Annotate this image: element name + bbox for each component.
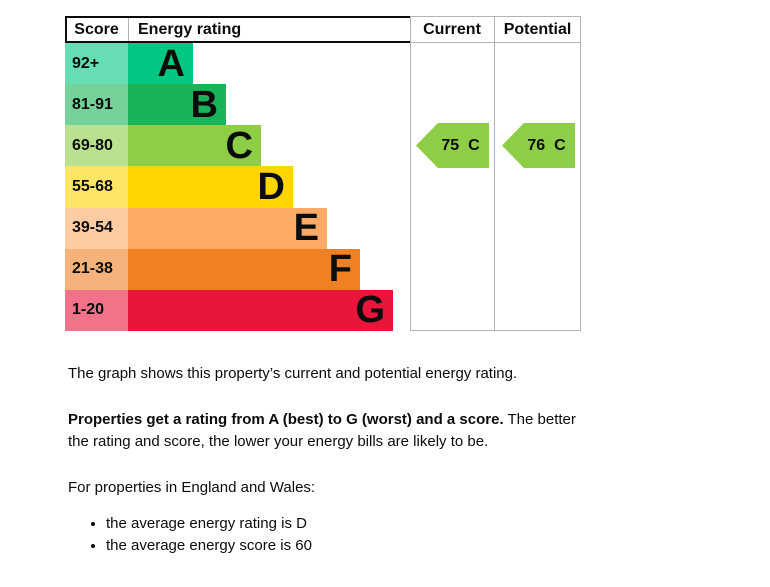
- band-score-range-d: 55-68: [65, 166, 128, 208]
- band-letter-e: E: [293, 207, 319, 250]
- description-text: The graph shows this property’s current …: [68, 363, 588, 557]
- score-column-divider: [128, 18, 129, 41]
- band-row-c: 69-80 C: [65, 124, 410, 167]
- band-bar-b: B: [128, 83, 226, 126]
- band-row-b: 81-91 B: [65, 83, 410, 126]
- average-rating-item: the average energy rating is D: [106, 513, 588, 535]
- column-header-score: Score: [74, 20, 119, 38]
- band-score-range-e: 39-54: [65, 207, 128, 249]
- band-row-e: 39-54 E: [65, 207, 410, 250]
- band-score-range-a: 92+: [65, 43, 128, 85]
- column-header-underline: [410, 42, 581, 43]
- rating-explainer-paragraph: Properties get a rating from A (best) to…: [68, 409, 588, 453]
- potential-score-value: 76: [527, 136, 546, 154]
- rating-explainer-rest: The better the rating and score, the low…: [68, 411, 576, 450]
- band-letter-c: C: [225, 124, 253, 167]
- rating-explainer-lead: Properties get a rating from A (best) to…: [68, 411, 504, 428]
- band-score-range-g: 1-20: [65, 289, 128, 331]
- column-header-potential: Potential: [503, 20, 572, 38]
- band-bar-g: G: [128, 289, 393, 332]
- column-header-current: Current: [423, 20, 481, 38]
- band-score-range-f: 21-38: [65, 248, 128, 290]
- current-rating-letter: C: [468, 136, 480, 154]
- potential-column-frame: [494, 16, 581, 331]
- band-letter-g: G: [355, 289, 385, 332]
- band-row-f: 21-38 F: [65, 248, 410, 291]
- band-letter-d: D: [257, 165, 285, 208]
- band-bar-d: D: [128, 165, 293, 208]
- potential-rating-letter: C: [554, 136, 566, 154]
- band-bar-e: E: [128, 207, 327, 250]
- band-bar-c: C: [128, 124, 261, 167]
- rating-header-frame: [65, 16, 410, 43]
- rating-bands: 92+ A 81-91 B 69-80 C 55-68 D 39-54 E 21-38 F 1-20 G: [65, 43, 410, 331]
- band-score-range-c: 69-80: [65, 125, 128, 167]
- band-row-d: 55-68 D: [65, 165, 410, 208]
- averages-list: the average energy rating is D the avera…: [68, 513, 588, 557]
- graph-summary-paragraph: The graph shows this property’s current …: [68, 365, 518, 382]
- epc-rating-chart: Score Energy rating Current Potential 92…: [65, 16, 581, 331]
- average-score-item: the average energy score is 60: [106, 535, 588, 557]
- band-letter-a: A: [157, 42, 185, 85]
- band-letter-f: F: [328, 248, 352, 291]
- current-score-value: 75: [441, 136, 460, 154]
- current-column-frame: [410, 16, 495, 331]
- column-header-energy-rating: Energy rating: [138, 20, 242, 38]
- england-wales-intro: For properties in England and Wales:: [68, 479, 316, 496]
- band-row-g: 1-20 G: [65, 289, 410, 332]
- band-bar-a: A: [128, 42, 193, 85]
- band-score-range-b: 81-91: [65, 84, 128, 126]
- band-bar-f: F: [128, 248, 360, 291]
- band-letter-b: B: [190, 83, 218, 126]
- band-row-a: 92+ A: [65, 42, 410, 85]
